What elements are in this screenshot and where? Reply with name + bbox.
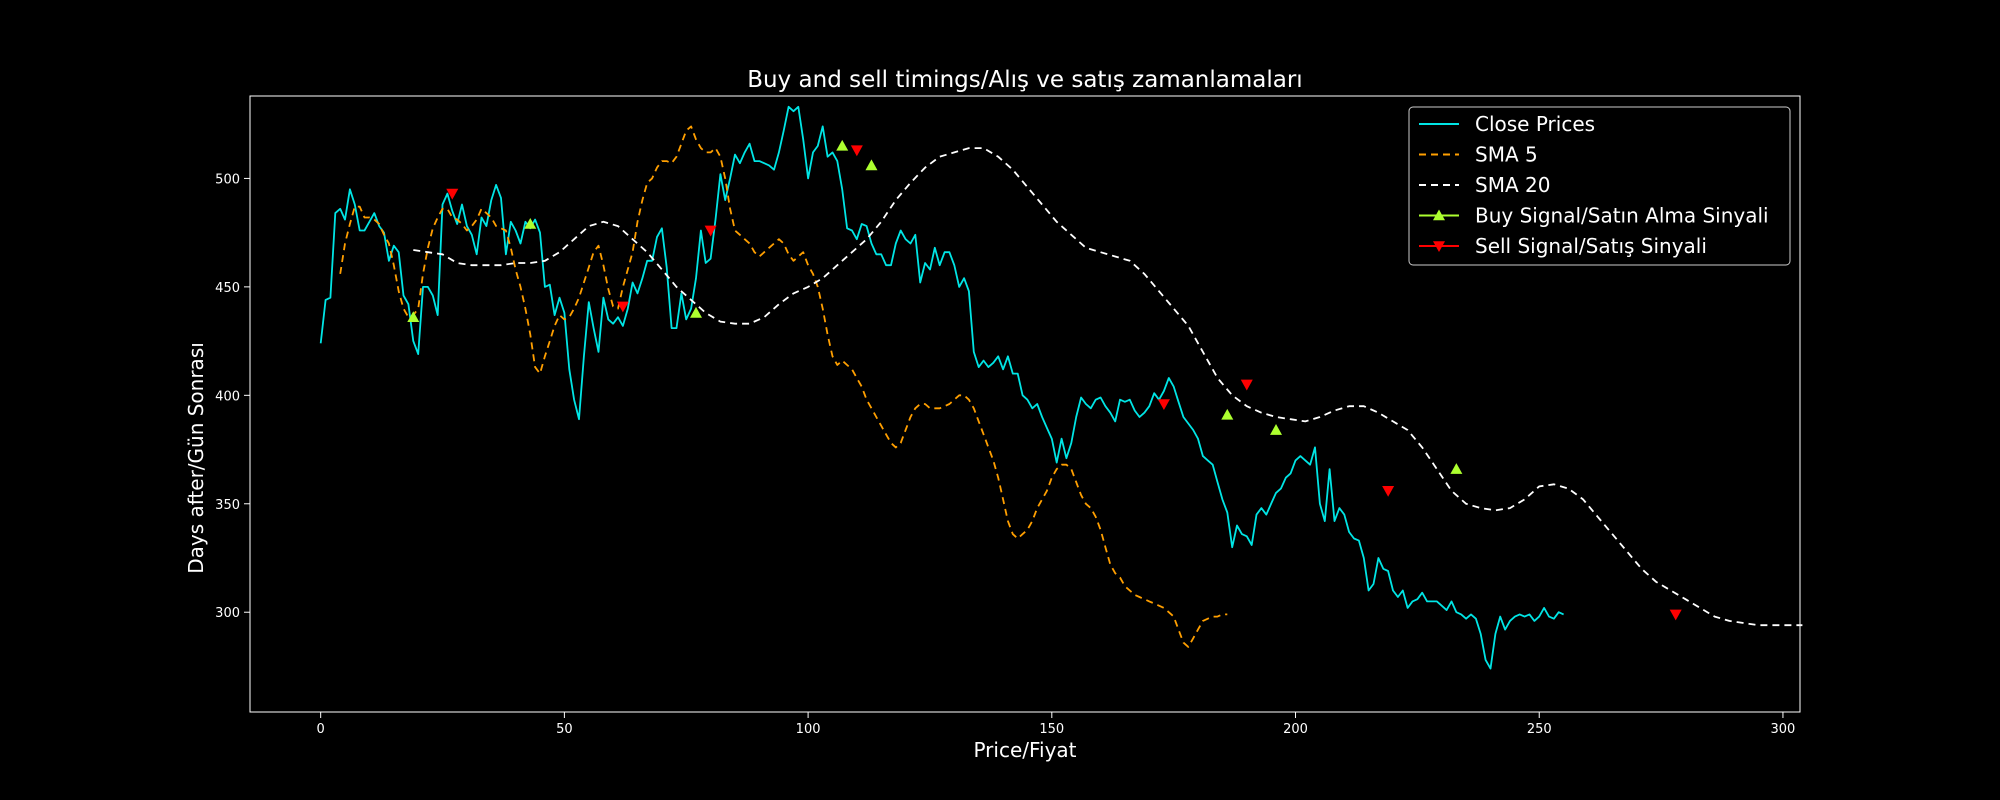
y-axis-label: Days after/Gün Sonrası: [184, 342, 208, 574]
sell-signal-marker: [1669, 609, 1682, 621]
x-tick-label: 200: [1283, 722, 1308, 737]
legend-label: SMA 20: [1475, 173, 1550, 197]
y-tick-label: 450: [215, 281, 240, 296]
plot-area: 0 50 100 150 200 250 300 300 350 400 450 500: [215, 95, 1803, 737]
sell-signal-marker: [1382, 485, 1395, 497]
buy-signal-marker: [1270, 424, 1283, 435]
x-tick-label: 250: [1527, 722, 1552, 737]
buy-signal-marker: [1221, 408, 1234, 420]
legend: Close Prices SMA 5 SMA 20 Buy Signal/Satın …: [1408, 106, 1791, 266]
plot-frame: [249, 95, 1801, 713]
legend-label: Close Prices: [1475, 112, 1595, 136]
legend-label: Sell Signal/Satış Sinyali: [1475, 234, 1707, 258]
sell-signal-marker: [850, 145, 863, 157]
y-tick-label: 400: [215, 389, 240, 404]
buy-signal-marker: [836, 139, 849, 151]
x-tick-label: 300: [1771, 722, 1796, 737]
buy-signal-marker: [524, 217, 537, 229]
buy-signal-marker: [689, 306, 702, 318]
sell-signal-marker: [1240, 379, 1253, 391]
legend-label: SMA 5: [1475, 143, 1538, 167]
sell-signal-marker: [1157, 399, 1170, 410]
sell-signal-marker: [704, 225, 717, 237]
x-tick-label: 0: [317, 722, 325, 737]
legend-swatch-marker: [1433, 241, 1445, 252]
x-tick-label: 100: [796, 722, 821, 737]
buy-signal-marker: [407, 311, 420, 323]
sell-signal-marker: [446, 188, 459, 200]
series-sma-20: [413, 147, 1803, 627]
buy-signal-marker: [865, 159, 878, 171]
y-tick-label: 350: [215, 498, 240, 513]
x-tick-label: 50: [556, 722, 573, 737]
y-tick-label: 300: [215, 606, 240, 621]
series-sma-5: [339, 125, 1228, 648]
y-tick-label: 500: [215, 172, 240, 187]
legend-label: Buy Signal/Satın Alma Sinyali: [1475, 204, 1769, 228]
legend-box: [1408, 106, 1791, 266]
buy-signal-marker: [1450, 463, 1463, 474]
x-axis-label: Price/Fiyat: [973, 738, 1076, 762]
legend-swatch-marker: [1433, 209, 1445, 221]
x-tick-label: 150: [1039, 722, 1064, 737]
sell-signal-marker: [616, 301, 629, 313]
chart-title: Buy and sell timings/Alış ve satış zaman…: [747, 67, 1302, 93]
